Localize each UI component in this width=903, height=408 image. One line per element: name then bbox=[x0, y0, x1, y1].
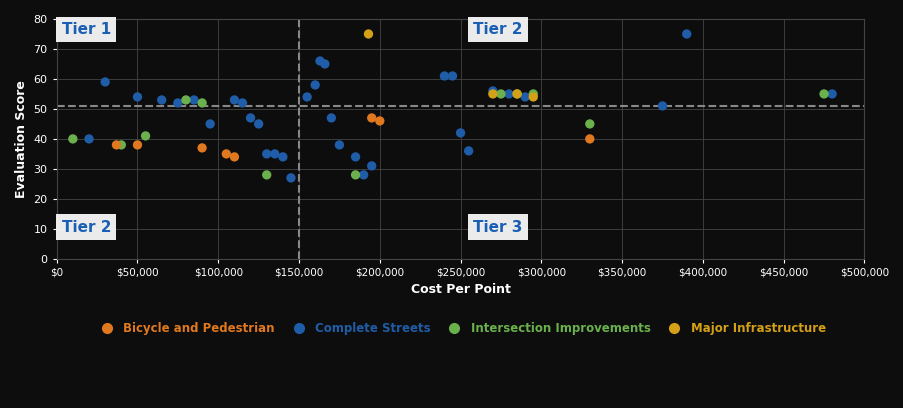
Legend: Bicycle and Pedestrian, Complete Streets, Intersection Improvements, Major Infra: Bicycle and Pedestrian, Complete Streets… bbox=[90, 317, 830, 340]
Point bbox=[509, 91, 524, 97]
Point bbox=[582, 135, 596, 142]
Point bbox=[154, 97, 169, 103]
Point bbox=[187, 97, 201, 103]
Text: Tier 1: Tier 1 bbox=[61, 22, 111, 37]
X-axis label: Cost Per Point: Cost Per Point bbox=[410, 284, 510, 296]
Point bbox=[259, 172, 274, 178]
Point bbox=[227, 154, 241, 160]
Point bbox=[227, 97, 241, 103]
Point bbox=[824, 91, 838, 97]
Point bbox=[372, 118, 386, 124]
Point bbox=[202, 121, 217, 127]
Point bbox=[312, 58, 327, 64]
Point bbox=[437, 73, 452, 79]
Point bbox=[364, 115, 378, 121]
Point bbox=[501, 91, 516, 97]
Point bbox=[485, 88, 499, 94]
Point bbox=[195, 145, 209, 151]
Text: Tier 2: Tier 2 bbox=[473, 22, 523, 37]
Point bbox=[445, 73, 460, 79]
Point bbox=[356, 172, 370, 178]
Point bbox=[679, 31, 694, 37]
Point bbox=[485, 91, 499, 97]
Point bbox=[66, 135, 80, 142]
Point bbox=[816, 91, 831, 97]
Point bbox=[526, 91, 540, 97]
Point bbox=[267, 151, 282, 157]
Point bbox=[243, 115, 257, 121]
Point bbox=[284, 175, 298, 181]
Point bbox=[98, 79, 112, 85]
Point bbox=[461, 148, 475, 154]
Point bbox=[348, 172, 362, 178]
Point bbox=[526, 94, 540, 100]
Point bbox=[171, 100, 185, 106]
Point bbox=[130, 142, 144, 148]
Point bbox=[517, 94, 532, 100]
Point bbox=[331, 142, 346, 148]
Point bbox=[81, 135, 96, 142]
Point bbox=[655, 103, 669, 109]
Point bbox=[509, 91, 524, 97]
Point bbox=[275, 154, 290, 160]
Y-axis label: Evaluation Score: Evaluation Score bbox=[15, 80, 28, 198]
Point bbox=[259, 151, 274, 157]
Point bbox=[109, 142, 124, 148]
Text: Tier 3: Tier 3 bbox=[473, 220, 522, 235]
Point bbox=[308, 82, 322, 88]
Point bbox=[114, 142, 128, 148]
Point bbox=[324, 115, 339, 121]
Point bbox=[179, 97, 193, 103]
Point bbox=[235, 100, 249, 106]
Point bbox=[364, 163, 378, 169]
Point bbox=[452, 130, 467, 136]
Point bbox=[582, 121, 596, 127]
Point bbox=[195, 100, 209, 106]
Text: Tier 2: Tier 2 bbox=[61, 220, 111, 235]
Point bbox=[219, 151, 233, 157]
Point bbox=[348, 154, 362, 160]
Point bbox=[493, 91, 507, 97]
Point bbox=[317, 61, 331, 67]
Point bbox=[130, 94, 144, 100]
Point bbox=[361, 31, 376, 37]
Point bbox=[138, 133, 153, 139]
Point bbox=[251, 121, 265, 127]
Point bbox=[300, 94, 314, 100]
